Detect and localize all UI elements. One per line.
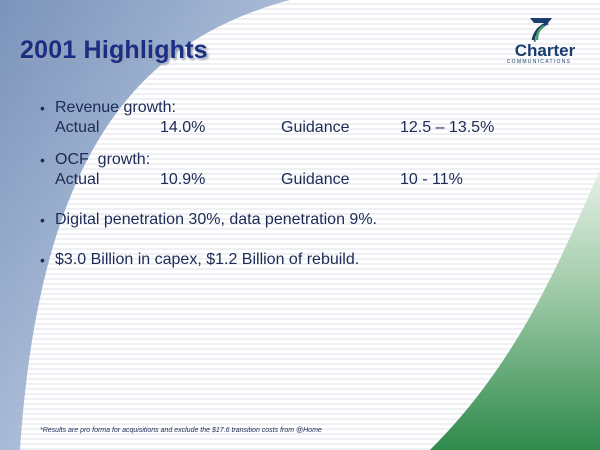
- bullet-dot: •: [40, 212, 45, 228]
- guidance-value: 10 - 11%: [400, 171, 463, 188]
- bullet-capex: • $3.0 Billion in capex, $1.2 Billion of…: [40, 250, 377, 270]
- bullet-penetration: • Digital penetration 30%, data penetrat…: [40, 210, 377, 230]
- blue-swoosh-shape: [0, 0, 290, 450]
- logo-name: Charter: [514, 41, 576, 60]
- actual-value: 14.0%: [160, 119, 206, 136]
- footnote: *Results are pro forma for acquisitions …: [40, 427, 322, 434]
- bullet-text: Digital penetration 30%, data penetratio…: [55, 211, 377, 228]
- bullet-revenue-growth: • Revenue growth: Actual 14.0% Guidance …: [40, 98, 494, 138]
- slide-title: 2001 Highlights: [20, 36, 208, 64]
- guidance-label: Guidance: [281, 119, 350, 136]
- actual-label: Actual: [55, 119, 100, 136]
- charter-logo: Charter COMMUNICATIONS: [492, 14, 584, 66]
- guidance-label: Guidance: [281, 171, 350, 188]
- bullet-values-row: Actual 10.9% Guidance 10 - 11%: [55, 170, 463, 190]
- bullet-ocf-growth: • OCF growth: Actual 10.9% Guidance 10 -…: [40, 150, 463, 190]
- bullet-dot: •: [40, 252, 45, 268]
- bullet-heading: OCF growth:: [55, 151, 151, 168]
- bullet-list: • Revenue growth: Actual 14.0% Guidance …: [40, 98, 494, 270]
- bullet-text: $3.0 Billion in capex, $1.2 Billion of r…: [55, 251, 360, 268]
- bullet-values-row: Actual 14.0% Guidance 12.5 – 13.5%: [55, 118, 494, 138]
- actual-label: Actual: [55, 171, 100, 188]
- logo-subtitle: COMMUNICATIONS: [506, 59, 572, 65]
- actual-value: 10.9%: [160, 171, 206, 188]
- charter-swirl-logo-icon: [530, 18, 552, 43]
- bullet-heading: Revenue growth:: [55, 99, 176, 116]
- guidance-value: 12.5 – 13.5%: [400, 119, 495, 136]
- green-swoosh-shape: [430, 170, 600, 450]
- bullet-dot: •: [40, 100, 45, 116]
- bullet-dot: •: [40, 152, 45, 168]
